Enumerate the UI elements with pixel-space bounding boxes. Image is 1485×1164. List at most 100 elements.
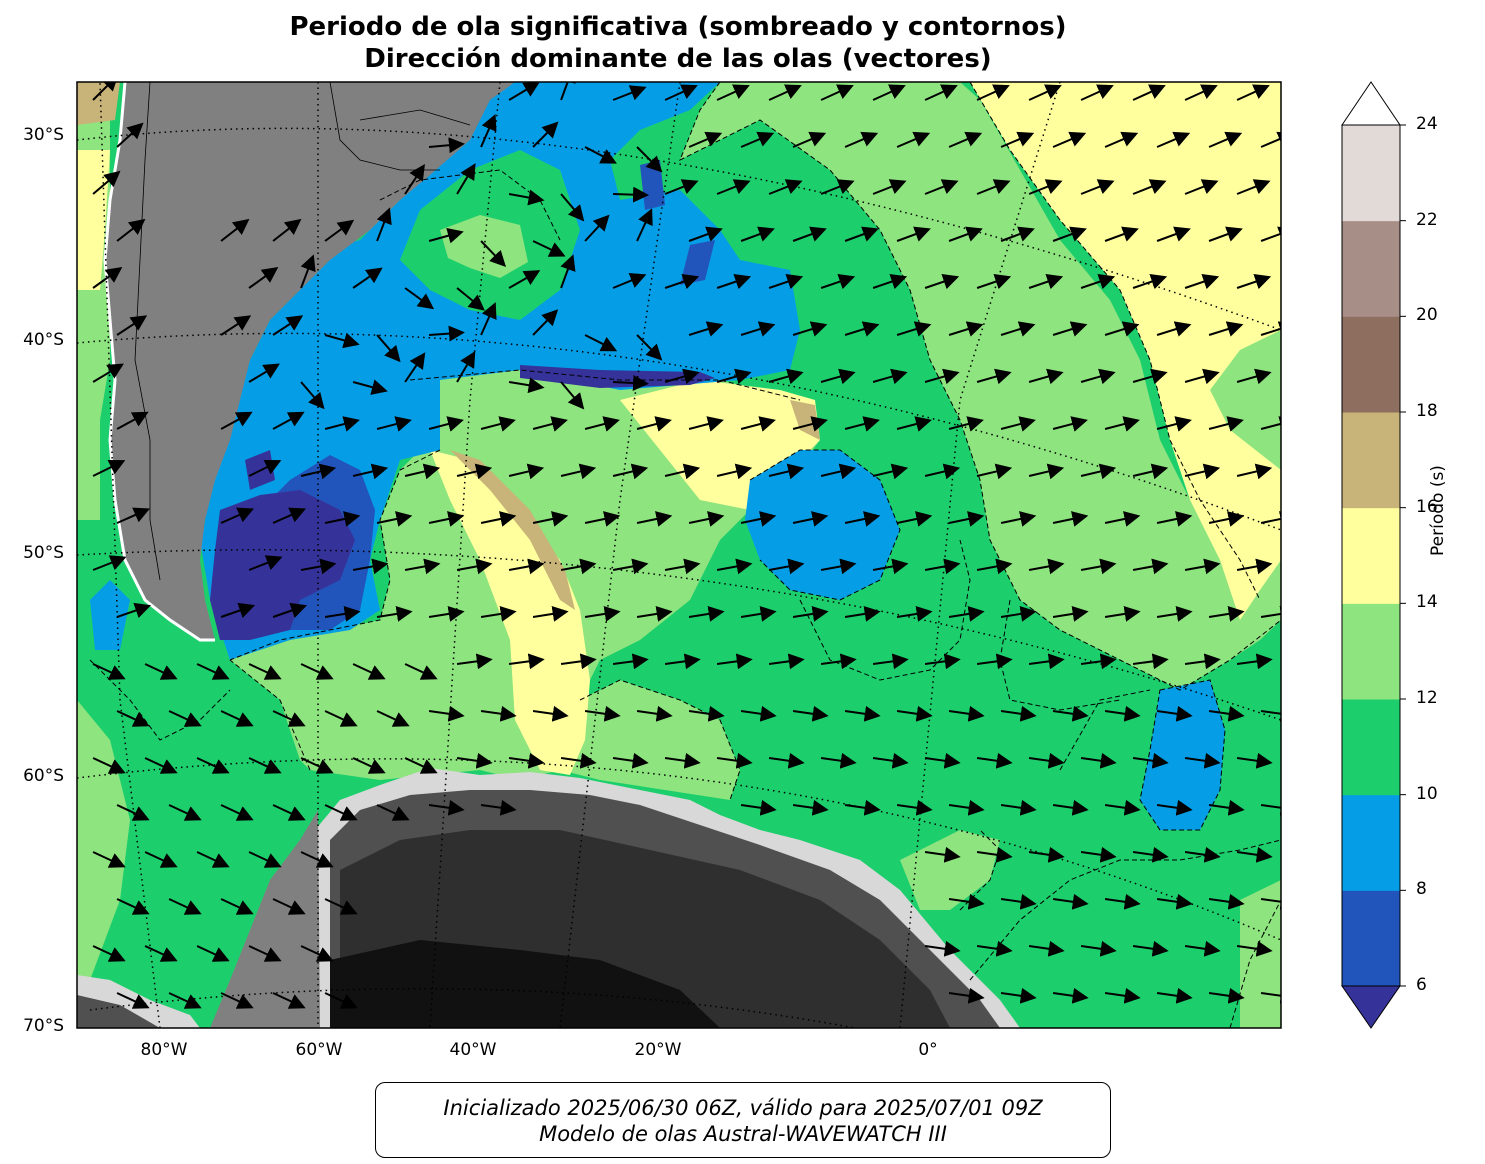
wave-vector-arrow	[820, 752, 857, 769]
wave-vector-arrow	[872, 752, 909, 769]
wave-vector-arrow	[532, 416, 568, 432]
colorbar-segment	[1342, 603, 1400, 700]
colorbar-segment	[1342, 699, 1400, 796]
wave-vector-arrow	[428, 137, 465, 154]
wave-vector-arrow	[1000, 605, 1037, 622]
wave-vector-arrow	[376, 710, 410, 727]
wave-vector-arrow	[924, 846, 961, 863]
wave-vector-arrow	[792, 226, 827, 242]
period-12-14-region	[77, 700, 130, 1000]
wave-vector-arrow	[248, 945, 282, 962]
wave-vector-arrow	[740, 705, 777, 722]
wave-vector-arrow	[1208, 605, 1245, 622]
wave-vector-arrow	[1052, 321, 1088, 337]
wave-vector-arrow	[924, 653, 961, 670]
wave-vector-arrow	[1000, 416, 1036, 432]
period-14-16-region	[970, 82, 1281, 620]
wave-vector-arrow	[116, 315, 148, 336]
period-8-10-region	[1140, 680, 1225, 830]
wave-vector-arrow	[116, 218, 146, 242]
wave-vector-arrow	[272, 218, 302, 242]
wave-vector-arrow	[300, 463, 337, 480]
wave-vector-arrow	[664, 558, 701, 575]
footer-line2: Modelo de olas Austral-WAVEWATCH III	[539, 1122, 947, 1146]
wave-vector-arrow	[768, 752, 805, 769]
wave-vector-arrow	[636, 334, 663, 361]
colorbar-segment	[1342, 316, 1400, 413]
wave-vector-arrow	[1052, 705, 1089, 722]
graticule	[77, 82, 1281, 1028]
wave-vector-arrow	[480, 416, 516, 432]
wave-vector-arrow	[168, 804, 202, 821]
colorbar-tick-label: 14	[1416, 592, 1438, 613]
wave-vector-arrow	[613, 374, 650, 391]
wave-vector-arrow	[376, 334, 401, 363]
wave-vector-arrow	[508, 377, 545, 394]
wave-vector-arrow	[584, 146, 617, 164]
wave-vector-arrow	[1028, 463, 1065, 480]
wave-vector-arrow	[584, 705, 621, 722]
wave-vector-arrow	[740, 321, 776, 337]
wave-vector-arrow	[1236, 368, 1272, 385]
wave-vector-arrow	[508, 558, 545, 575]
wave-vector-arrow	[116, 602, 152, 618]
wave-vector-arrow	[404, 558, 441, 575]
wave-vector-arrow	[896, 799, 933, 816]
period-12-14-region	[1240, 880, 1281, 1028]
wave-vector-arrow	[792, 705, 829, 722]
wave-vector-arrow	[1132, 940, 1169, 957]
wave-vector-arrow	[248, 555, 283, 571]
wave-vector-arrow	[1080, 84, 1114, 101]
wave-vector-arrow	[844, 416, 880, 432]
antarctica-interior	[330, 940, 720, 1028]
wave-vector-arrow	[168, 710, 202, 727]
wave-vector-arrow	[352, 267, 383, 289]
wave-vector-arrow	[924, 179, 959, 195]
wave-vector-arrow	[532, 240, 566, 257]
wave-vector-arrow	[1208, 226, 1243, 242]
wave-vector-arrow	[636, 146, 663, 173]
wave-vector-arrow	[716, 463, 753, 480]
wave-vector-arrow	[584, 416, 620, 432]
wave-vector-arrow	[716, 273, 752, 290]
wave-vector-arrow	[272, 710, 306, 727]
wave-vector-arrow	[1104, 893, 1141, 910]
wave-vector-arrow	[376, 804, 410, 821]
wave-vector-arrow	[1028, 273, 1064, 290]
wave-vector-arrow	[480, 511, 517, 527]
wave-vector-arrow	[196, 851, 230, 868]
wave-vector-arrow	[740, 799, 777, 816]
colorbar-tick-label: 12	[1416, 688, 1438, 708]
wave-vector-arrow	[196, 945, 230, 962]
wave-vector-arrow	[768, 84, 802, 101]
colorbar-tick-label: 18	[1416, 401, 1438, 421]
wave-vector-arrow	[792, 511, 829, 527]
wave-vector-arrow	[1260, 799, 1281, 816]
wave-vector-arrow	[1236, 846, 1273, 863]
colorbar-under-triangle	[1341, 985, 1401, 1029]
wave-vector-arrow	[872, 84, 906, 101]
wave-vector-arrow	[584, 511, 621, 527]
wave-vector-arrow	[896, 321, 932, 337]
wave-vector-arrow	[272, 315, 304, 336]
wave-vector-arrow	[560, 254, 576, 289]
wave-vector-arrow	[144, 663, 178, 680]
wave-vector-arrow	[1104, 799, 1141, 816]
wave-vector-arrow	[376, 207, 392, 242]
wave-vector-arrow	[792, 605, 829, 622]
wave-vector-arrow	[1000, 226, 1035, 242]
wave-vector-arrow	[560, 82, 576, 101]
wave-vector-arrow	[560, 653, 597, 670]
wave-vector-arrow	[1052, 987, 1089, 1004]
wave-vector-arrow	[948, 705, 985, 722]
lon-label-20w: 20°W	[634, 1040, 682, 1060]
wave-vector-arrow	[376, 511, 413, 527]
wave-vector-arrow	[116, 992, 150, 1009]
wave-vector-arrow	[1028, 752, 1065, 769]
wave-vector-arrow	[820, 84, 854, 101]
wave-vector-arrow	[532, 511, 569, 527]
wave-vector-arrow	[924, 752, 961, 769]
wave-vector-arrow	[92, 459, 126, 477]
wave-vector-arrow	[168, 992, 202, 1009]
